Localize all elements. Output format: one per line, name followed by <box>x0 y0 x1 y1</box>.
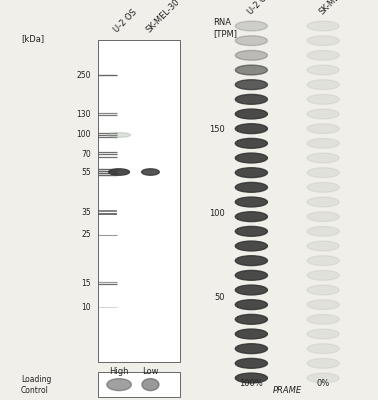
Ellipse shape <box>235 197 268 207</box>
Ellipse shape <box>307 256 339 266</box>
Text: RNA
[TPM]: RNA [TPM] <box>214 18 237 38</box>
Ellipse shape <box>235 153 268 163</box>
Bar <box>98 372 180 397</box>
Ellipse shape <box>142 169 159 175</box>
Ellipse shape <box>235 50 268 60</box>
Ellipse shape <box>307 270 339 280</box>
Ellipse shape <box>235 109 268 119</box>
Bar <box>98 40 180 362</box>
Ellipse shape <box>307 36 339 46</box>
Ellipse shape <box>235 373 268 383</box>
Ellipse shape <box>307 94 339 104</box>
Ellipse shape <box>235 36 268 46</box>
Ellipse shape <box>235 138 268 148</box>
Text: 55: 55 <box>81 168 91 176</box>
Text: 25: 25 <box>81 230 91 239</box>
Ellipse shape <box>307 124 339 134</box>
Ellipse shape <box>235 226 268 236</box>
Text: 10: 10 <box>81 303 91 312</box>
Text: 100: 100 <box>76 130 91 140</box>
Ellipse shape <box>235 285 268 295</box>
Ellipse shape <box>307 344 339 354</box>
Ellipse shape <box>307 197 339 207</box>
Ellipse shape <box>307 50 339 60</box>
Ellipse shape <box>109 169 129 175</box>
Text: 50: 50 <box>214 294 225 302</box>
Ellipse shape <box>307 168 339 178</box>
Text: 15: 15 <box>81 279 91 288</box>
Ellipse shape <box>235 314 268 324</box>
Text: 100: 100 <box>209 210 225 218</box>
Text: 70: 70 <box>81 150 91 159</box>
Text: 100%: 100% <box>240 379 263 388</box>
Ellipse shape <box>235 270 268 280</box>
Ellipse shape <box>235 168 268 178</box>
Ellipse shape <box>307 329 339 339</box>
Ellipse shape <box>307 212 339 222</box>
Text: 150: 150 <box>209 126 225 134</box>
Ellipse shape <box>235 329 268 339</box>
Ellipse shape <box>307 65 339 75</box>
Ellipse shape <box>108 132 130 138</box>
Text: SK-MEL-30: SK-MEL-30 <box>144 0 181 34</box>
Ellipse shape <box>235 300 268 310</box>
Ellipse shape <box>307 226 339 236</box>
Ellipse shape <box>235 21 268 31</box>
Ellipse shape <box>307 153 339 163</box>
Text: High: High <box>109 367 129 376</box>
Text: 130: 130 <box>76 110 91 118</box>
Ellipse shape <box>235 94 268 104</box>
Ellipse shape <box>235 65 268 75</box>
Ellipse shape <box>235 344 268 354</box>
Ellipse shape <box>235 182 268 192</box>
Text: Loading
Control: Loading Control <box>21 375 51 395</box>
Ellipse shape <box>307 109 339 119</box>
Ellipse shape <box>307 80 339 90</box>
Text: U-2 OS: U-2 OS <box>246 0 273 17</box>
Text: Low: Low <box>142 367 159 376</box>
Text: 0%: 0% <box>316 379 330 388</box>
Text: PRAME: PRAME <box>273 386 302 395</box>
Ellipse shape <box>235 256 268 266</box>
Ellipse shape <box>235 241 268 251</box>
Ellipse shape <box>142 378 159 390</box>
Text: SK-MEL-30: SK-MEL-30 <box>318 0 355 17</box>
Ellipse shape <box>307 138 339 148</box>
Ellipse shape <box>307 373 339 383</box>
Ellipse shape <box>235 80 268 90</box>
Ellipse shape <box>307 21 339 31</box>
Ellipse shape <box>235 124 268 134</box>
Text: 35: 35 <box>81 208 91 217</box>
Text: 250: 250 <box>76 71 91 80</box>
Ellipse shape <box>235 358 268 368</box>
Ellipse shape <box>307 182 339 192</box>
Ellipse shape <box>307 314 339 324</box>
Ellipse shape <box>307 300 339 310</box>
Ellipse shape <box>307 241 339 251</box>
Ellipse shape <box>307 358 339 368</box>
Text: U-2 OS: U-2 OS <box>112 7 138 34</box>
Ellipse shape <box>307 285 339 295</box>
Ellipse shape <box>235 212 268 222</box>
Text: [kDa]: [kDa] <box>21 34 44 43</box>
Ellipse shape <box>107 378 132 390</box>
